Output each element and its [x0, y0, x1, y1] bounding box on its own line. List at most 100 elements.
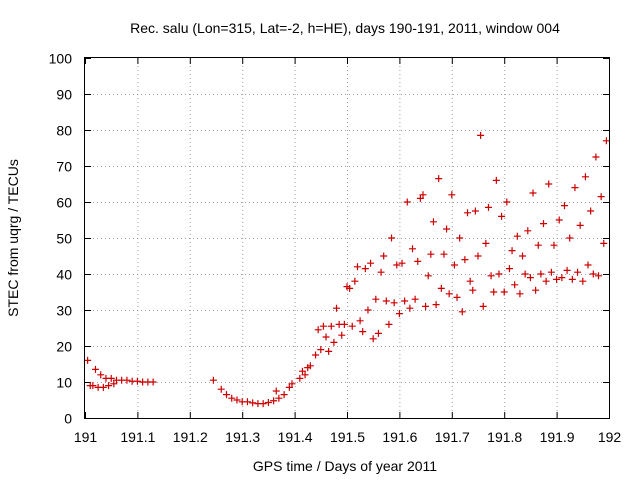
data-point	[526, 274, 534, 282]
data-point	[500, 288, 508, 296]
data-point	[597, 193, 605, 201]
data-point	[395, 310, 403, 318]
data-point	[461, 256, 469, 264]
data-point	[388, 234, 396, 242]
data-point	[595, 272, 603, 280]
data-point	[312, 351, 320, 359]
data-point	[272, 387, 280, 395]
data-point	[429, 218, 437, 226]
data-point	[540, 220, 547, 228]
data-point	[401, 297, 409, 305]
data-point	[380, 252, 388, 260]
data-point	[330, 338, 338, 346]
data-point	[123, 376, 131, 384]
y-tick-label: 80	[56, 123, 72, 139]
y-tick-label: 90	[56, 87, 72, 103]
data-point	[97, 371, 105, 379]
data-point	[587, 207, 595, 215]
data-point	[346, 284, 354, 292]
data-point	[298, 367, 306, 375]
data-point	[487, 272, 495, 280]
data-point	[456, 234, 464, 242]
data-point	[435, 175, 443, 183]
data-point	[105, 382, 113, 390]
data-point	[249, 399, 257, 407]
data-point	[372, 295, 380, 303]
data-point	[356, 317, 364, 325]
data-point	[333, 304, 341, 312]
data-point	[385, 320, 393, 328]
data-point	[568, 275, 576, 283]
chart-title: Rec. salu (Lon=315, Lat=-2, h=HE), days …	[130, 20, 560, 36]
y-tick-label: 0	[64, 411, 72, 427]
data-point	[351, 277, 359, 285]
data-point	[534, 241, 542, 249]
data-point	[440, 250, 448, 258]
data-point	[89, 382, 97, 390]
data-point	[560, 202, 568, 210]
data-point	[403, 198, 411, 206]
data-point	[369, 335, 377, 343]
data-point	[508, 247, 516, 255]
data-point	[498, 212, 506, 220]
data-point	[306, 362, 314, 370]
data-point	[479, 302, 487, 310]
data-point	[264, 399, 272, 407]
x-tick-label: 191.4	[278, 429, 313, 445]
data-point	[450, 261, 458, 269]
data-point	[547, 268, 555, 276]
data-point	[477, 131, 485, 139]
data-point	[566, 234, 574, 242]
data-point	[422, 302, 430, 310]
data-point	[466, 277, 474, 285]
x-tick-label: 191	[74, 429, 98, 445]
data-point	[319, 322, 327, 330]
data-point	[505, 265, 513, 273]
data-point	[348, 322, 356, 330]
data-point	[361, 265, 369, 273]
data-point	[584, 261, 592, 269]
data-point	[270, 397, 278, 405]
data-point	[243, 398, 251, 406]
data-point	[495, 270, 503, 278]
data-point	[359, 328, 367, 336]
data-point	[314, 326, 322, 334]
data-point	[149, 378, 157, 386]
data-point	[445, 290, 453, 298]
data-point	[406, 304, 414, 312]
data-point	[424, 272, 432, 280]
data-point	[432, 301, 440, 309]
x-tick-label: 191.9	[540, 429, 575, 445]
data-point	[558, 274, 566, 282]
x-axis-label: GPS time / Days of year 2011	[253, 458, 437, 474]
data-point	[600, 239, 608, 247]
data-point	[474, 252, 482, 260]
data-point	[469, 286, 477, 294]
data-point	[217, 385, 225, 393]
data-point	[550, 241, 558, 249]
data-point	[492, 176, 500, 184]
data-point	[532, 286, 540, 294]
data-point	[91, 365, 99, 373]
data-point	[414, 257, 422, 265]
data-point	[411, 295, 419, 303]
y-tick-label: 10	[56, 375, 72, 391]
data-point	[364, 306, 372, 314]
x-tick-label: 191.5	[330, 429, 365, 445]
x-tick-label: 191.2	[173, 429, 208, 445]
y-tick-label: 100	[49, 51, 73, 67]
data-point	[325, 347, 333, 355]
data-point	[519, 252, 527, 260]
data-point	[301, 371, 309, 379]
data-point	[327, 322, 335, 330]
data-point	[110, 380, 118, 388]
data-point	[482, 239, 490, 247]
data-point	[377, 268, 385, 276]
data-point	[516, 290, 524, 298]
data-point	[353, 263, 361, 271]
data-point	[513, 232, 521, 240]
data-point	[589, 270, 597, 278]
data-point	[338, 331, 346, 339]
data-point	[553, 275, 561, 283]
data-point	[542, 277, 550, 285]
